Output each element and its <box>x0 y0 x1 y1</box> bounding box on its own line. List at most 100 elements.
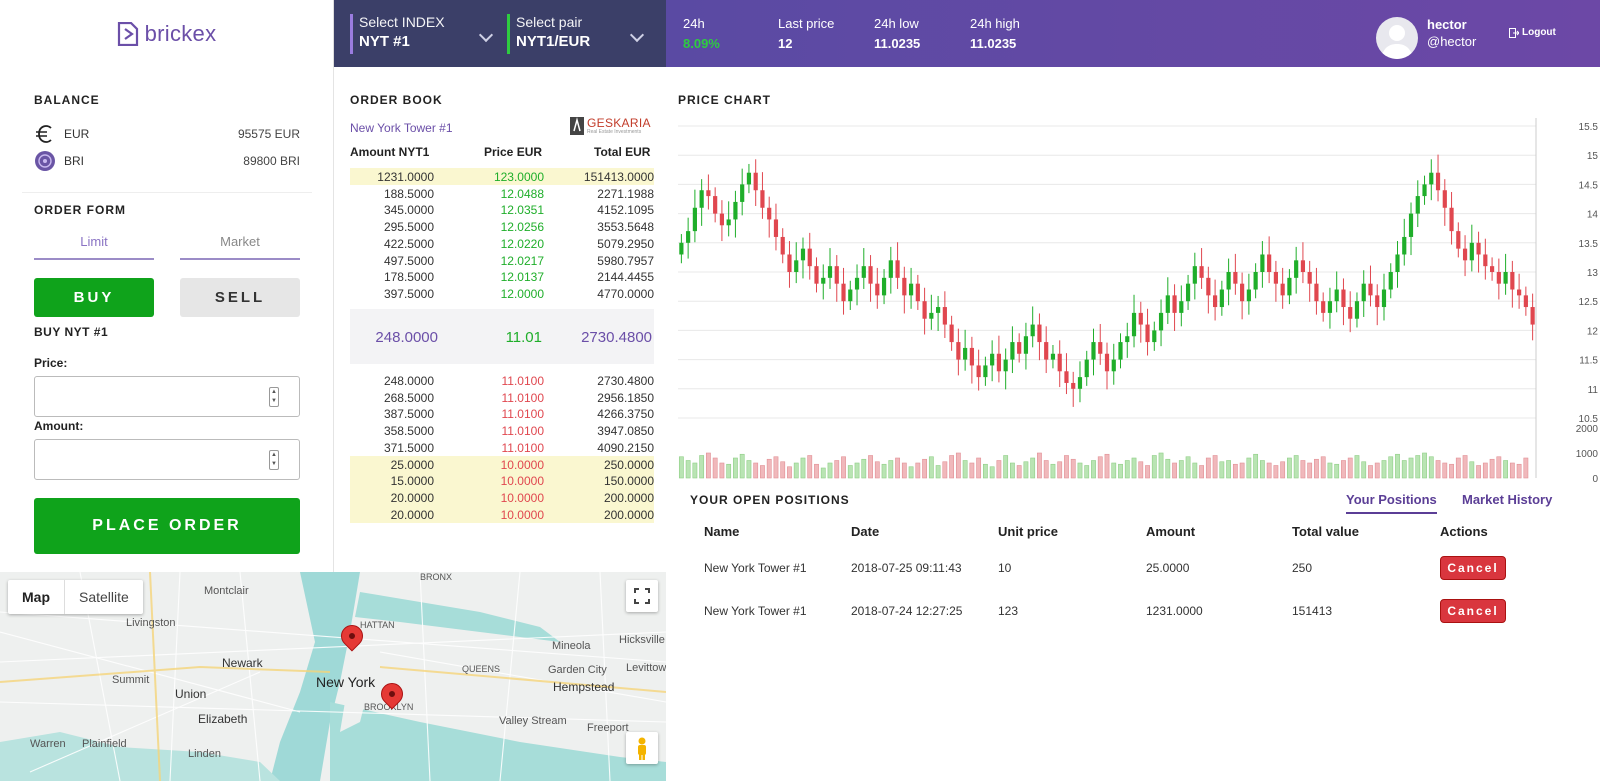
candle-body <box>956 342 961 360</box>
order-book-row[interactable]: 15.0000 10.0000 150.0000 <box>350 472 654 490</box>
volume-bar <box>1368 465 1373 479</box>
cancel-button[interactable]: Cancel <box>1440 599 1506 623</box>
candle-body <box>1476 242 1481 255</box>
order-book-row[interactable]: 188.5000 12.0488 2271.1988 <box>350 185 654 202</box>
order-book-row[interactable]: 345.0000 12.0351 4152.1095 <box>350 201 654 218</box>
volume-bar <box>1118 463 1123 479</box>
candle-body <box>929 312 934 319</box>
volume-bar <box>1057 461 1063 479</box>
fullscreen-button[interactable] <box>626 580 658 612</box>
order-book-row[interactable]: 422.5000 12.0220 5079.2950 <box>350 235 654 252</box>
logo[interactable]: brickex <box>0 0 334 67</box>
stat-value: 8.09% <box>683 36 720 51</box>
volume-bar <box>928 456 934 479</box>
row-price: 123.0000 <box>493 170 544 184</box>
user-name: hector <box>1427 17 1467 32</box>
volume-tick-label: 2000 <box>1576 424 1599 435</box>
candle-body <box>1030 324 1035 337</box>
fullscreen-icon <box>634 588 650 604</box>
volume-bar <box>861 458 867 479</box>
row-amount: 1231.0000 <box>377 170 434 184</box>
price-tick-label: 15 <box>1587 151 1599 162</box>
order-book-row[interactable]: 20.0000 10.0000 200.0000 <box>350 505 654 523</box>
row-price: 10.0000 <box>500 507 544 522</box>
stat-value: 11.0235 <box>970 36 1017 51</box>
candle-body <box>1280 283 1285 296</box>
order-book-row[interactable]: 358.5000 11.0100 3947.0850 <box>350 422 654 439</box>
map-type-map[interactable]: Map <box>8 580 65 614</box>
tab-your-positions[interactable]: Your Positions <box>1346 492 1437 514</box>
candle-body <box>1185 283 1191 302</box>
amount-input[interactable]: ▲ ▼ <box>34 439 300 480</box>
logout-button[interactable]: Logout <box>1509 27 1556 38</box>
order-book-row[interactable]: 1231.0000 123.0000 151413.0000 <box>350 168 654 185</box>
candle-body <box>706 190 711 197</box>
column-header-total-value: Total value <box>1292 524 1359 539</box>
price-input[interactable]: ▲ ▼ <box>34 376 300 417</box>
tab-limit[interactable]: Limit <box>34 234 154 260</box>
map-type-satellite[interactable]: Satellite <box>79 589 129 605</box>
volume-bar <box>1050 463 1056 479</box>
order-book-row[interactable]: 397.5000 12.0000 4770.0000 <box>350 285 654 302</box>
map-type-control[interactable]: Map Satellite <box>8 580 143 614</box>
tab-market-history[interactable]: Market History <box>1462 492 1553 507</box>
tab-market[interactable]: Market <box>180 234 300 260</box>
candle-body <box>1138 312 1143 325</box>
candle-body <box>1435 172 1441 191</box>
price-stepper-icon[interactable]: ▲ ▼ <box>269 387 279 407</box>
volume-bar <box>1104 453 1110 479</box>
order-book-row[interactable]: 268.5000 11.0100 2956.1850 <box>350 389 654 406</box>
sell-button[interactable]: SELL <box>180 278 300 317</box>
volume-bar <box>901 462 907 479</box>
order-book-row[interactable]: 25.0000 10.0000 250.0000 <box>350 455 654 473</box>
candle-body <box>1496 272 1501 284</box>
buy-button[interactable]: BUY <box>34 278 154 317</box>
price-tick-label: 12 <box>1587 326 1599 337</box>
order-book-row[interactable]: 20.0000 10.0000 200.0000 <box>350 488 654 506</box>
candle-body <box>1341 289 1346 308</box>
candle-body <box>922 301 927 319</box>
volume-bar <box>908 466 914 479</box>
place-order-button[interactable]: PLACE ORDER <box>34 498 300 554</box>
candle-body <box>1327 301 1333 313</box>
order-book-row[interactable]: 497.5000 12.0217 5980.7957 <box>350 252 654 269</box>
volume-bar <box>1043 460 1049 479</box>
map-label: QUEENS <box>462 664 501 674</box>
row-amount: 497.5000 <box>383 253 434 268</box>
volume-bar <box>1388 456 1394 479</box>
street-view-button[interactable] <box>626 732 658 764</box>
volume-bar <box>1165 458 1171 479</box>
candle-body <box>1206 277 1211 296</box>
volume-bar <box>1503 460 1508 479</box>
pegman-icon <box>638 737 646 760</box>
index-select[interactable]: Select INDEX NYT #1 <box>350 14 494 54</box>
candle-body <box>1044 342 1049 360</box>
volume-bar <box>1449 463 1454 479</box>
cell-total: 250 <box>1292 561 1313 575</box>
asset-name[interactable]: New York Tower #1 <box>350 121 453 135</box>
pair-select-label: Select pair <box>516 14 583 30</box>
stat-label: Last price <box>778 16 835 31</box>
amount-stepper-icon[interactable]: ▲ ▼ <box>269 450 279 470</box>
volume-bar <box>1023 461 1029 479</box>
pair-select[interactable]: Select pair NYT1/EUR <box>507 14 647 54</box>
candle-body <box>1233 272 1238 284</box>
volume-bar <box>1408 457 1414 479</box>
volume-bar <box>1300 460 1306 479</box>
candle-body <box>1381 289 1387 308</box>
order-book-row[interactable]: 248.0000 11.0100 2730.4800 <box>350 372 654 389</box>
logout-icon <box>1509 27 1519 38</box>
map-label: HATTAN <box>360 620 395 630</box>
order-book-row[interactable]: 387.5000 11.0100 4266.3750 <box>350 405 654 422</box>
cancel-button[interactable]: Cancel <box>1440 556 1506 580</box>
avatar[interactable] <box>1376 17 1418 59</box>
volume-bar <box>1232 463 1238 479</box>
order-book-row[interactable]: 295.5000 12.0256 3553.5648 <box>350 218 654 235</box>
location-map[interactable]: Map Satellite Montclair Livingston Newar… <box>0 572 666 781</box>
order-book-row[interactable]: 178.5000 12.0137 2144.4455 <box>350 268 654 285</box>
order-book-row[interactable]: 371.5000 11.0100 4090.2150 <box>350 439 654 456</box>
volume-bar <box>1347 457 1353 479</box>
row-price: 11.0100 <box>501 390 545 405</box>
cell-total: 151413 <box>1292 604 1333 618</box>
